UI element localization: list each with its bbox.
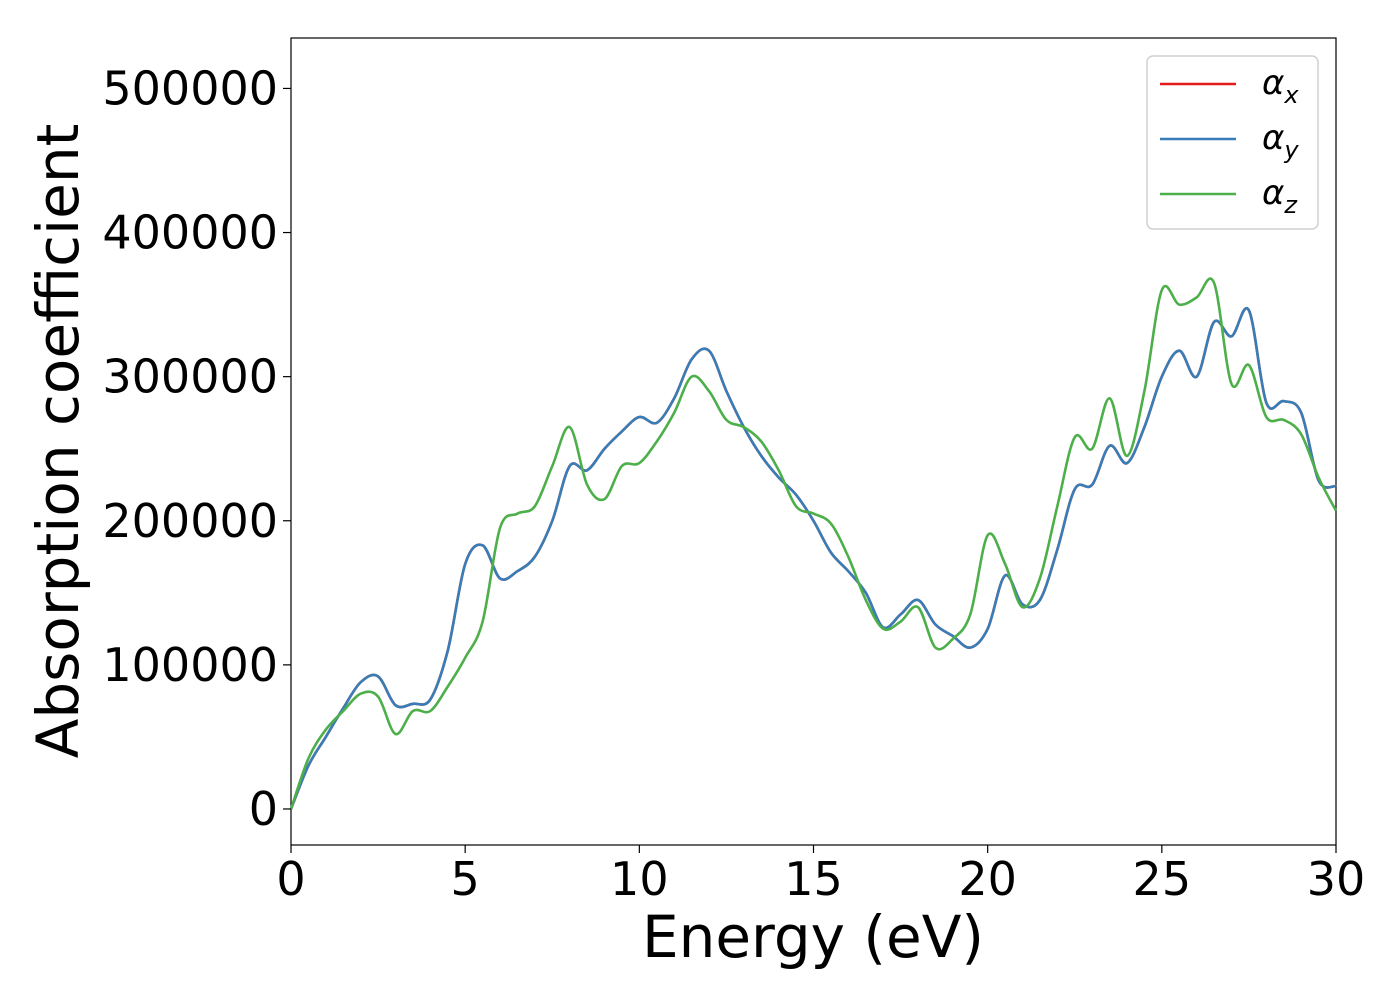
x-tick-label: 30	[1307, 852, 1366, 906]
y-tick-label: 0	[249, 782, 278, 836]
x-tick-label: 5	[451, 852, 480, 906]
y-axis-label: Absorption coefficient	[24, 124, 92, 759]
x-tick-label: 0	[276, 852, 305, 906]
x-tick-label: 15	[784, 852, 843, 906]
x-axis-label: Energy (eV)	[642, 903, 984, 971]
series-lines	[289, 277, 1338, 810]
y-tick-label: 100000	[102, 638, 278, 692]
series-line-alpha-z	[289, 277, 1338, 810]
legend-box	[1146, 55, 1319, 230]
y-tick-label: 400000	[102, 206, 278, 260]
y-tick-label: 200000	[102, 494, 278, 548]
x-axis: 0 5 10 15 20 25 30	[276, 845, 1365, 906]
y-tick-label: 300000	[102, 350, 278, 404]
y-axis: 0 100000 200000 300000 400000 500000	[102, 61, 291, 836]
x-tick-label: 10	[610, 852, 669, 906]
x-tick-label: 25	[1133, 852, 1192, 906]
x-tick-label: 20	[958, 852, 1017, 906]
series-line-alpha-y	[289, 306, 1337, 810]
y-tick-label: 500000	[102, 61, 278, 115]
